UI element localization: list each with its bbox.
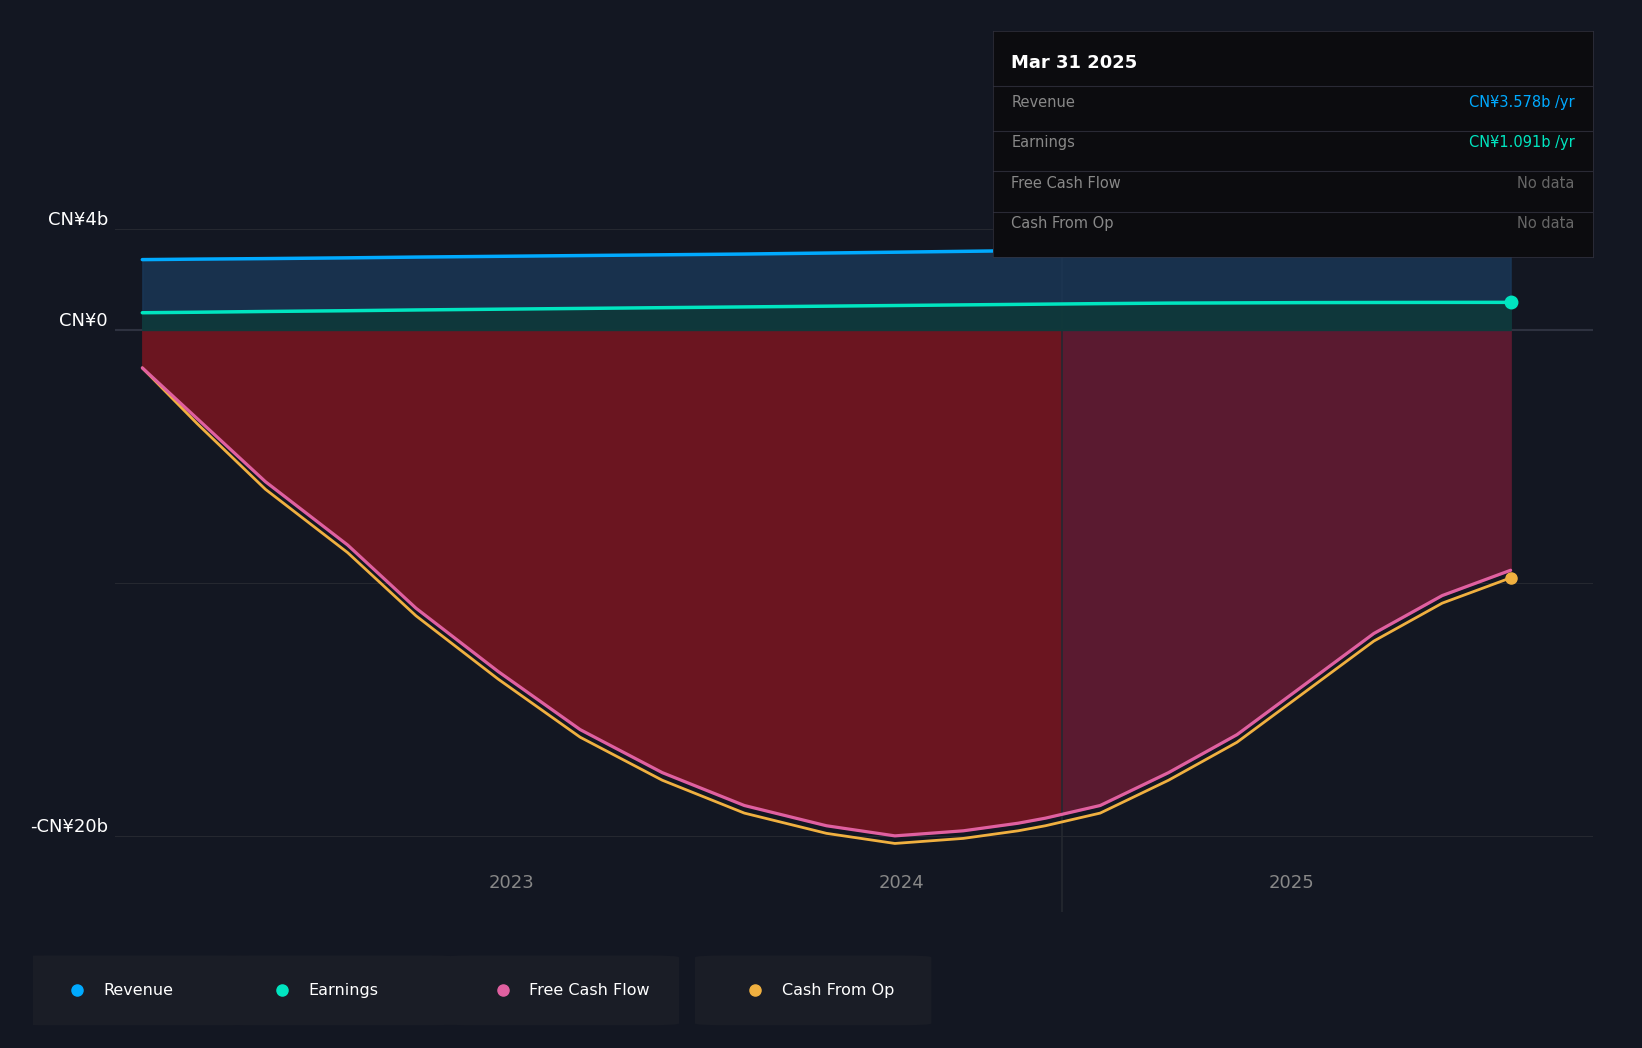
Text: CN¥4b: CN¥4b [48,211,108,228]
Text: CN¥3.578b /yr: CN¥3.578b /yr [1470,94,1575,110]
Text: 2025: 2025 [1269,874,1315,892]
Text: Earnings: Earnings [309,983,379,998]
Text: Mar 31 2025: Mar 31 2025 [1011,53,1138,72]
Text: Revenue: Revenue [1011,94,1076,110]
Text: Free Cash Flow: Free Cash Flow [529,983,650,998]
FancyBboxPatch shape [16,956,253,1025]
Text: CN¥1.091b /yr: CN¥1.091b /yr [1470,135,1575,150]
Text: 2023: 2023 [489,874,535,892]
FancyBboxPatch shape [222,956,458,1025]
Text: No data: No data [1517,176,1575,191]
Text: Free Cash Flow: Free Cash Flow [1011,176,1121,191]
Text: Cash From Op: Cash From Op [1011,216,1113,232]
FancyBboxPatch shape [695,956,931,1025]
Text: No data: No data [1517,216,1575,232]
Text: Revenue: Revenue [103,983,174,998]
Text: 2024: 2024 [878,874,924,892]
Text: Cash From Op: Cash From Op [782,983,893,998]
Text: -CN¥20b: -CN¥20b [30,817,108,836]
Text: Earnings: Earnings [1011,135,1076,150]
Text: Past: Past [1069,218,1103,236]
Text: CN¥0: CN¥0 [59,312,108,330]
FancyBboxPatch shape [443,956,680,1025]
